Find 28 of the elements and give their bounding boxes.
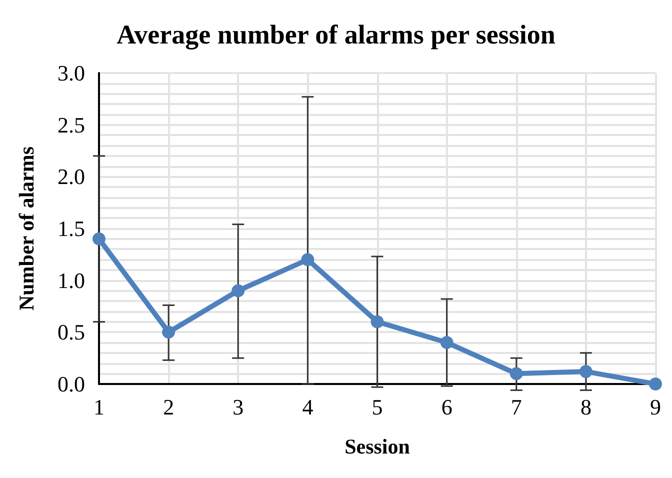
- y-axis-title: Number of alarms: [14, 146, 38, 311]
- x-tick-label: 9: [650, 394, 661, 420]
- x-tick-label: 5: [372, 394, 383, 420]
- point: [440, 336, 454, 350]
- chart-title: Average number of alarms per session: [116, 20, 556, 50]
- point: [370, 315, 384, 328]
- y-tick-label: 3.0: [58, 60, 85, 86]
- point: [92, 232, 106, 246]
- point: [510, 367, 523, 380]
- x-tick-label: 2: [163, 394, 174, 420]
- y-tick-label: 1.0: [58, 268, 85, 293]
- x-tick-label: 3: [232, 394, 244, 420]
- point: [301, 253, 314, 266]
- y-tick-label: 2.5: [58, 112, 85, 138]
- y-tick-label: 1.5: [58, 216, 85, 241]
- point: [162, 326, 176, 339]
- x-tick-label: 7: [510, 394, 522, 420]
- x-tick-label: 1: [94, 394, 104, 420]
- y-tick-label: 0.0: [58, 372, 85, 396]
- point: [232, 284, 245, 298]
- point: [579, 365, 592, 378]
- x-tick-label: 4: [302, 394, 314, 420]
- x-axis-title: Session: [344, 434, 410, 458]
- point: [649, 378, 662, 390]
- y-tick-label: 0.5: [58, 320, 85, 345]
- y-tick-label: 2.0: [58, 164, 85, 190]
- x-tick-label: 6: [441, 394, 452, 420]
- x-tick-label: 8: [580, 394, 592, 420]
